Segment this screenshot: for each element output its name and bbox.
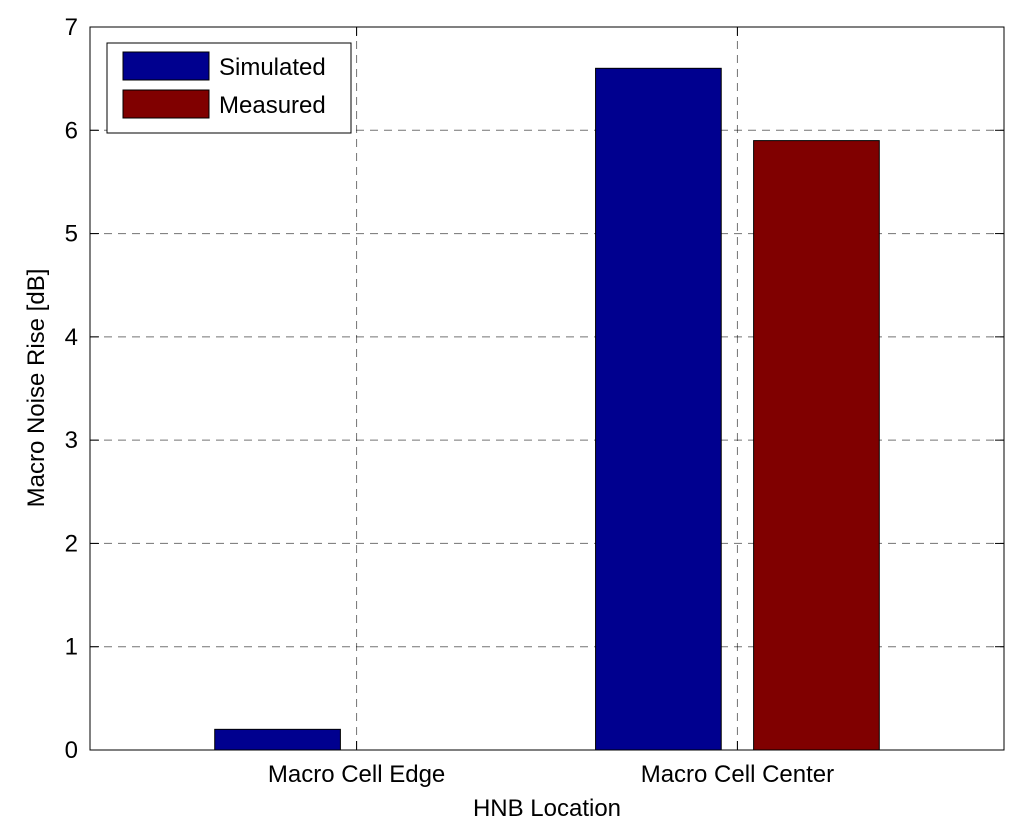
x-axis-label: HNB Location <box>473 795 621 822</box>
y-tick-label: 2 <box>65 530 78 557</box>
y-tick-label: 4 <box>65 324 78 351</box>
y-tick-label: 3 <box>65 427 78 454</box>
y-tick-labels: 0 1 2 3 4 5 6 7 <box>65 14 78 764</box>
legend: Simulated Measured <box>106 42 352 134</box>
bars <box>214 67 880 751</box>
legend-swatch-simulated <box>122 51 210 81</box>
legend-swatch-measured <box>122 89 210 119</box>
axis-ticks <box>90 26 1004 751</box>
x-tick-label: Macro Cell Edge <box>268 761 445 788</box>
legend-label-measured: Measured <box>219 92 326 119</box>
bar-simulated-0 <box>214 728 341 751</box>
plot-area-frame <box>89 26 1005 751</box>
x-tick-label: Macro Cell Center <box>641 761 834 788</box>
bar-simulated-1 <box>595 67 722 751</box>
legend-label-simulated: Simulated <box>219 54 326 81</box>
y-tick-label: 7 <box>65 14 78 41</box>
y-tick-label: 0 <box>65 737 78 764</box>
y-axis-label: Macro Noise Rise [dB] <box>23 269 50 508</box>
bar-measured-1 <box>753 140 880 751</box>
y-tick-label: 6 <box>65 117 78 144</box>
y-tick-label: 5 <box>65 221 78 248</box>
y-tick-label: 1 <box>65 634 78 661</box>
x-tick-labels: Macro Cell Edge Macro Cell Center <box>268 761 834 788</box>
